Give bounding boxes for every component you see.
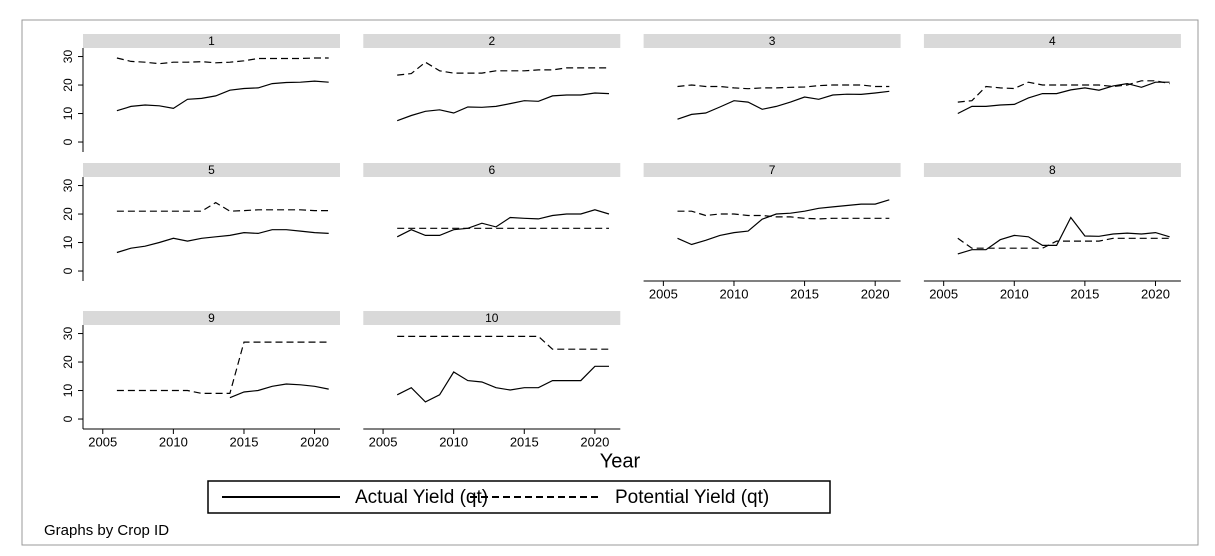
y-tick-label: 30 [61, 179, 75, 193]
panel-header [363, 163, 621, 177]
y-tick-label: 20 [61, 78, 75, 92]
x-tick-label: 2010 [720, 286, 749, 301]
panel-header [643, 34, 901, 48]
panel-header [363, 311, 621, 325]
series-line [396, 365, 609, 403]
y-tick-label: 0 [61, 138, 75, 145]
x-tick-label: 2005 [649, 286, 678, 301]
panel-header [83, 311, 340, 325]
legend-label: Actual Yield (qt) [355, 487, 488, 508]
x-tick-label: 2015 [790, 286, 819, 301]
panel-title: 10 [485, 311, 499, 325]
panel-title: 2 [488, 34, 495, 48]
x-tick-label: 2005 [929, 286, 958, 301]
panel-title: 9 [208, 311, 215, 325]
series-line [116, 341, 329, 394]
x-tick-label: 2015 [1070, 286, 1099, 301]
series-line [957, 216, 1170, 255]
x-tick-label: 2020 [580, 434, 609, 449]
series-line [229, 383, 329, 399]
series-line [116, 80, 329, 112]
series-line [397, 335, 609, 350]
series-line [116, 201, 329, 212]
panel-header [923, 34, 1181, 48]
x-tick-label: 2010 [159, 434, 188, 449]
x-tick-label: 2020 [861, 286, 890, 301]
y-tick-label: 0 [61, 267, 75, 274]
panel-header [83, 163, 340, 177]
panel-title: 7 [769, 163, 776, 177]
x-tick-label: 2015 [510, 434, 539, 449]
series-line [677, 199, 890, 246]
graph-frame [21, 19, 1199, 546]
panel-title: 3 [769, 34, 776, 48]
y-tick-label: 30 [61, 50, 75, 64]
x-tick-label: 2015 [230, 434, 259, 449]
series-line [397, 61, 609, 76]
panel-header [83, 34, 340, 48]
y-tick-label: 30 [61, 327, 75, 341]
y-tick-label: 10 [61, 384, 75, 398]
y-tick-label: 0 [61, 415, 75, 422]
x-tick-label: 2020 [300, 434, 329, 449]
series-line [396, 92, 610, 122]
panel-header [643, 163, 901, 177]
series-line [957, 81, 1170, 115]
panel-title: 6 [488, 163, 495, 177]
panel-title: 1 [208, 34, 215, 48]
x-axis-title: Year [600, 450, 641, 472]
series-line [396, 209, 610, 238]
y-tick-label: 20 [61, 207, 75, 221]
series-line [957, 80, 1170, 103]
y-tick-label: 10 [61, 107, 75, 121]
panel-header [923, 163, 1181, 177]
note: Graphs by Crop ID [44, 522, 169, 539]
panel-title: 5 [208, 163, 215, 177]
panel-header [363, 34, 621, 48]
series-line [116, 57, 329, 65]
x-tick-label: 2020 [1141, 286, 1170, 301]
panel-title: 8 [1049, 163, 1056, 177]
series-line [677, 84, 890, 90]
series-line [677, 90, 890, 120]
x-tick-label: 2005 [369, 434, 398, 449]
x-tick-label: 2010 [1000, 286, 1029, 301]
y-tick-label: 10 [61, 236, 75, 250]
series-line [957, 237, 1170, 249]
series-line [677, 210, 890, 220]
legend-label: Potential Yield (qt) [615, 487, 769, 508]
x-tick-label: 2005 [88, 434, 117, 449]
series-line [116, 229, 329, 254]
x-tick-label: 2010 [439, 434, 468, 449]
y-tick-label: 20 [61, 355, 75, 369]
panel-title: 4 [1049, 34, 1056, 48]
